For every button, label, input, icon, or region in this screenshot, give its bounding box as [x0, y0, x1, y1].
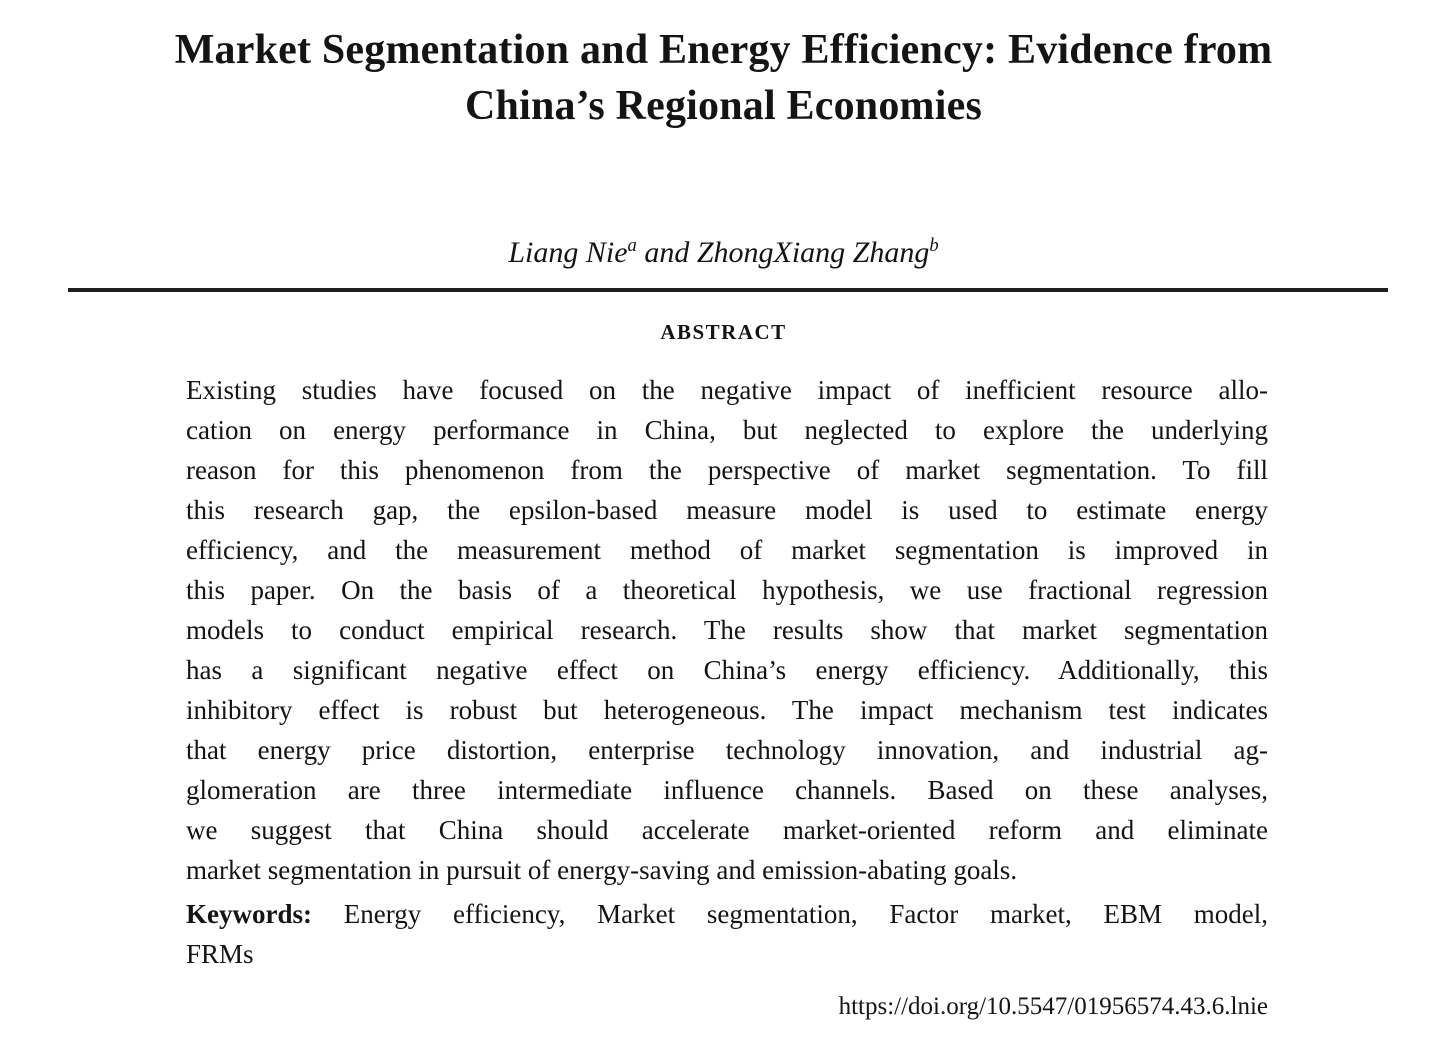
abstract-line: models to conduct empirical research. Th… [186, 615, 1268, 645]
abstract-line: glomeration are three intermediate influ… [186, 775, 1268, 805]
title-line-1: Market Segmentation and Energy Efficienc… [174, 27, 1273, 73]
keywords-label: Keywords: [186, 899, 312, 929]
keywords-block: Keywords: Energy efficiency, Market segm… [186, 894, 1268, 974]
author-affiliation-superscript-a: a [627, 235, 637, 256]
page-title: Market Segmentation and Energy Efficienc… [0, 0, 1447, 134]
author-affiliation-superscript-b: b [929, 235, 939, 256]
keywords-line-1: Keywords: Energy efficiency, Market segm… [186, 894, 1268, 934]
doi-line: https://doi.org/10.5547/01956574.43.6.ln… [186, 991, 1268, 1023]
abstract-line: has a significant negative effect on Chi… [186, 655, 1268, 685]
abstract-line: that energy price distortion, enterprise… [186, 735, 1268, 765]
abstract-line: cation on energy performance in China, b… [186, 415, 1268, 445]
title-line-2: China’s Regional Economies [464, 83, 982, 129]
author-name-2: ZhongXiang Zhang [696, 236, 930, 269]
keywords-line-2: FRMs [186, 939, 254, 969]
authors-line: Liang Niea and ZhongXiang Zhangb [0, 234, 1447, 272]
abstract-line: Existing studies have focused on the neg… [186, 375, 1268, 405]
abstract-line: this research gap, the epsilon-based mea… [186, 495, 1268, 525]
author-name-1: Liang Nie [508, 236, 628, 269]
abstract-heading: ABSTRACT [660, 320, 787, 344]
abstract-paragraph: Existing studies have focused on the neg… [186, 370, 1268, 890]
keywords-text: Energy efficiency, Market segmentation, … [343, 899, 1268, 929]
abstract-line: market segmentation in pursuit of energy… [186, 855, 1018, 885]
abstract-line: efficiency, and the measurement method o… [186, 535, 1268, 565]
doi-link[interactable]: https://doi.org/10.5547/01956574.43.6.ln… [838, 993, 1268, 1020]
abstract-line: this paper. On the basis of a theoretica… [186, 575, 1268, 605]
authors-connector: and [636, 236, 697, 269]
abstract-line: inhibitory effect is robust but heteroge… [186, 695, 1268, 725]
abstract-line: we suggest that China should accelerate … [186, 815, 1268, 845]
separator-rule [68, 288, 1388, 292]
abstract-line: reason for this phenomenon from the pers… [186, 455, 1268, 485]
